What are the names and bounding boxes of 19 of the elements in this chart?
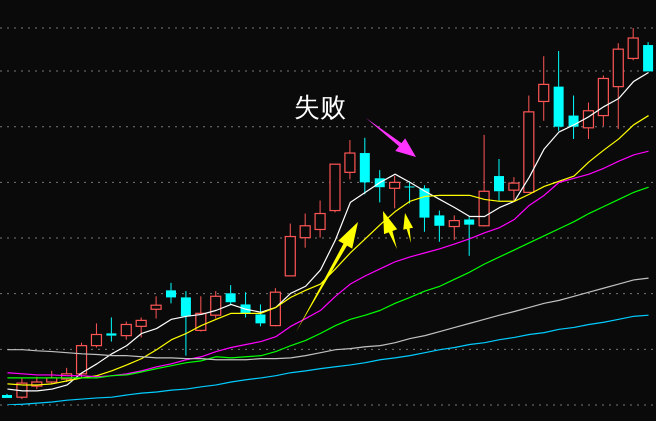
- candlestick: [106, 316, 116, 342]
- candlestick: [464, 216, 474, 256]
- candlestick: [300, 213, 311, 248]
- annotation: 失败: [294, 92, 346, 125]
- candlestick: [494, 158, 504, 202]
- candlestick: [255, 304, 266, 327]
- candlestick: [612, 42, 624, 130]
- candlestick: [389, 176, 400, 209]
- candlestick: [180, 290, 191, 356]
- candlestick: [554, 50, 564, 132]
- candlestick: [508, 176, 520, 202]
- candlestick: [538, 56, 550, 122]
- candlestick: [434, 210, 444, 242]
- candlestick: [344, 140, 356, 180]
- candlestick: [166, 282, 176, 304]
- candlestick: [419, 184, 430, 232]
- candlestick: [314, 200, 326, 238]
- candlestick: [582, 102, 594, 140]
- candlestick: [360, 137, 370, 195]
